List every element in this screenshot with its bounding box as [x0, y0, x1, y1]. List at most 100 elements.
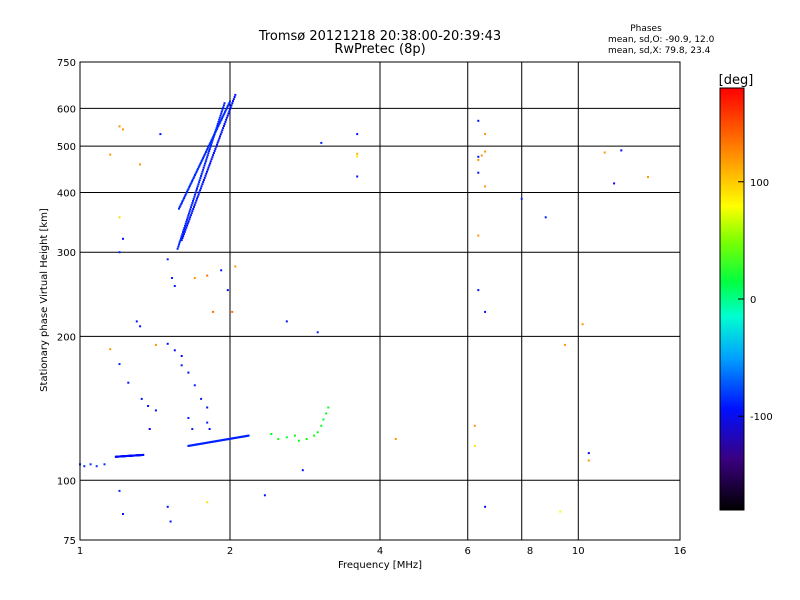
data-point [247, 434, 250, 437]
data-point [218, 137, 221, 140]
data-point [217, 139, 220, 142]
x-tick-label: 4 [377, 546, 383, 557]
data-point [202, 157, 204, 160]
data-point [234, 93, 237, 96]
data-point [118, 363, 121, 366]
data-point [223, 102, 226, 105]
data-point [207, 152, 210, 155]
data-point [217, 120, 220, 123]
data-point [228, 110, 231, 113]
data-point [613, 182, 616, 185]
data-point [190, 206, 192, 209]
data-point [647, 176, 649, 178]
data-point [184, 222, 187, 225]
data-point [209, 162, 212, 165]
data-point [484, 310, 487, 313]
data-point [473, 424, 476, 427]
data-point [473, 444, 476, 447]
data-point [210, 138, 213, 141]
data-point [205, 158, 208, 161]
data-point [232, 98, 235, 101]
data-point [186, 222, 189, 225]
data-point [227, 112, 230, 115]
data-point [186, 190, 188, 193]
data-point [544, 216, 547, 219]
data-point [188, 212, 190, 215]
colorbar-label: [deg] [719, 73, 754, 88]
data-point [202, 166, 205, 169]
data-point [297, 439, 300, 442]
data-point [198, 179, 201, 182]
data-point [196, 195, 199, 198]
data-point [193, 205, 195, 208]
data-point [222, 106, 225, 109]
data-point [188, 186, 191, 189]
data-point [211, 156, 214, 159]
data-point [181, 200, 184, 202]
data-point [191, 178, 194, 181]
data-point [204, 160, 207, 163]
data-point [187, 214, 190, 217]
data-point [581, 323, 584, 326]
data-point [213, 134, 215, 137]
data-point [313, 434, 316, 437]
data-point [193, 384, 196, 387]
data-point [211, 137, 214, 140]
data-point [210, 140, 213, 143]
data-point [477, 119, 480, 122]
data-point [220, 131, 223, 134]
data-point [226, 114, 229, 117]
data-point [190, 181, 193, 184]
data-point [188, 218, 191, 221]
data-point [194, 201, 197, 204]
data-point [212, 310, 215, 313]
data-point [201, 158, 204, 161]
data-point [183, 195, 186, 198]
data-point [118, 125, 121, 128]
data-point [219, 135, 221, 138]
data-point [148, 428, 151, 430]
data-point [188, 184, 191, 187]
chart-title: Tromsø 20121218 20:38:00-20:39:43 [258, 29, 501, 44]
data-point [198, 181, 201, 184]
data-point [226, 289, 229, 292]
data-point [208, 428, 211, 430]
data-point [187, 220, 190, 223]
data-point [186, 224, 189, 227]
data-point [218, 123, 221, 126]
data-point [206, 501, 209, 504]
data-point [225, 116, 228, 119]
data-point [226, 106, 229, 109]
data-point [219, 114, 222, 117]
data-point [201, 183, 204, 186]
data-point [224, 120, 227, 123]
data-point [195, 189, 198, 192]
data-point [182, 231, 184, 234]
data-point [212, 154, 215, 157]
data-point [285, 436, 288, 439]
data-point [200, 172, 203, 175]
data-point [204, 174, 207, 177]
y-tick-label: 200 [57, 332, 76, 343]
data-point [221, 117, 223, 120]
data-point [220, 269, 223, 272]
stats-heading: Phases [630, 24, 662, 34]
data-point [220, 118, 223, 121]
data-point [180, 235, 183, 238]
data-point [270, 433, 273, 435]
data-point [480, 154, 483, 157]
x-tick-label: 16 [674, 546, 687, 557]
data-point [209, 145, 212, 148]
data-point [206, 421, 209, 424]
data-point [109, 153, 112, 156]
data-point [122, 513, 124, 515]
data-point [231, 102, 234, 105]
data-point [214, 131, 217, 134]
data-point [127, 381, 130, 384]
data-point [229, 100, 231, 103]
data-point [206, 148, 209, 150]
data-point [223, 112, 226, 115]
data-point [191, 428, 194, 430]
data-point [187, 417, 190, 419]
data-point [176, 247, 179, 250]
